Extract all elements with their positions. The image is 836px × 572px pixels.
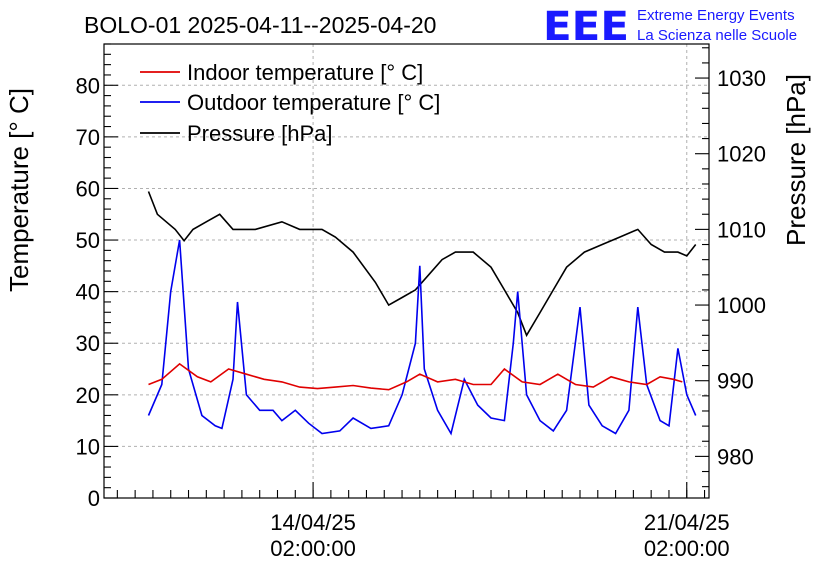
series-line-outdoor bbox=[147, 239, 697, 436]
eee-logo: EEE Extreme Energy Events La Scienza nel… bbox=[543, 4, 797, 50]
y-tick-label-left: 80 bbox=[76, 73, 100, 98]
y-axis-right: 980 990 1000 1010 1020 1030 bbox=[695, 47, 766, 488]
grid-y bbox=[104, 84, 709, 447]
y-tick-label-left: 50 bbox=[76, 228, 100, 253]
y-tick-label-right: 990 bbox=[717, 369, 754, 394]
y-tick-label-left: 70 bbox=[76, 125, 100, 150]
series-line-indoor bbox=[148, 362, 683, 391]
legend: Indoor temperature [° C] Outdoor tempera… bbox=[140, 60, 440, 146]
y-tick-label-right: 1020 bbox=[717, 142, 766, 167]
eee-logo-mark: EEE bbox=[543, 4, 629, 50]
x-tick-label-time: 02:00:00 bbox=[270, 536, 356, 561]
legend-label-pressure: Pressure [hPa] bbox=[187, 121, 333, 146]
y-tick-label-right: 1010 bbox=[717, 217, 766, 242]
x-tick-label-time: 02:00:00 bbox=[644, 536, 730, 561]
y-tick-label-right: 1000 bbox=[717, 293, 766, 318]
eee-logo-line1: Extreme Energy Events bbox=[637, 7, 795, 24]
x-tick-label-date: 14/04/25 bbox=[270, 510, 356, 535]
chart-title: BOLO-01 2025-04-11--2025-04-20 bbox=[84, 12, 436, 38]
x-tick-label-date: 21/04/25 bbox=[644, 510, 730, 535]
y-tick-label-left: 40 bbox=[76, 280, 100, 305]
y-tick-label-right: 1030 bbox=[717, 66, 766, 91]
y-tick-label-left: 20 bbox=[76, 383, 100, 408]
plot-series bbox=[147, 191, 697, 436]
grid-x bbox=[312, 44, 688, 498]
series-line-pressure bbox=[147, 191, 697, 338]
y-tick-label-left: 30 bbox=[76, 331, 100, 356]
legend-label-outdoor: Outdoor temperature [° C] bbox=[187, 90, 440, 115]
eee-logo-line2: La Scienza nelle Scuole bbox=[637, 27, 797, 44]
y-tick-label-left: 10 bbox=[76, 434, 100, 459]
y-axis-label-left: Temperature [° C] bbox=[4, 88, 34, 292]
y-axis-left: 0 10 20 30 40 50 60 70 80 bbox=[76, 43, 118, 511]
y-tick-label-right: 980 bbox=[717, 444, 754, 469]
legend-label-indoor: Indoor temperature [° C] bbox=[187, 60, 423, 85]
y-axis-label-right: Pressure [hPa] bbox=[781, 74, 811, 246]
y-tick-label-left: 0 bbox=[88, 486, 100, 511]
y-tick-label-left: 60 bbox=[76, 176, 100, 201]
